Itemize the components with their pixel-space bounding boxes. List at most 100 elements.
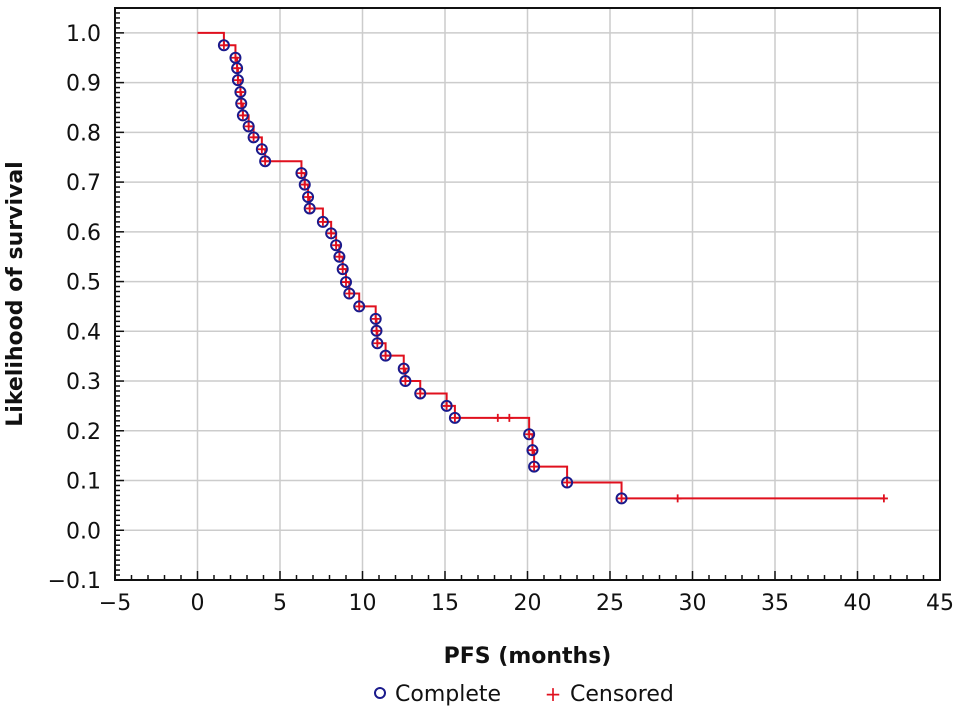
complete-point [234, 86, 247, 99]
complete-point [242, 120, 255, 133]
complete-point [371, 337, 384, 350]
complete-point [523, 428, 536, 441]
censored-point [528, 446, 537, 455]
y-tick-label: 1.0 [66, 22, 101, 47]
complete-point [295, 167, 308, 180]
y-tick-label: 0.7 [66, 171, 101, 196]
censored-point [332, 241, 341, 250]
complete-point [343, 287, 356, 300]
gridlines [115, 8, 940, 580]
censored-point [304, 193, 313, 202]
complete-point [330, 239, 343, 252]
y-tick-label: −0.1 [48, 569, 101, 594]
x-tick-label: 0 [191, 591, 205, 616]
censored-point [401, 377, 410, 386]
censored-markers [219, 41, 888, 503]
censored-point [530, 462, 539, 471]
censored-point [450, 413, 459, 422]
x-tick-label: 15 [431, 591, 459, 616]
complete-point [231, 74, 244, 87]
censored-point [231, 53, 240, 62]
y-tick-label: 0.6 [66, 221, 101, 246]
censored-point [249, 133, 258, 142]
complete-point [298, 178, 311, 191]
censored-point [244, 122, 253, 131]
censored-point [318, 217, 327, 226]
legend-censored-label: Censored [570, 682, 674, 707]
legend-censored-marker-icon: + [545, 682, 562, 706]
x-tick-label: 35 [761, 591, 789, 616]
x-tick-label: 25 [596, 591, 624, 616]
censored-point [342, 278, 350, 287]
x-tick-label: 20 [514, 591, 542, 616]
censored-point [219, 41, 228, 50]
x-tick-label: 40 [844, 591, 872, 616]
complete-point [528, 460, 541, 473]
km-step-line [197, 31, 884, 500]
complete-point [340, 276, 352, 289]
complete-point [333, 250, 346, 263]
complete-point [236, 109, 249, 122]
x-tick-labels: −5 0 5 10 15 20 25 30 35 40 45 [99, 591, 953, 616]
censored-point [237, 99, 246, 108]
complete-point [561, 476, 574, 489]
complete-point [255, 143, 268, 156]
axis-ticks [114, 7, 941, 581]
censored-point [300, 180, 309, 189]
complete-point [231, 62, 244, 75]
complete-point [379, 349, 392, 362]
censored-point [305, 204, 314, 213]
censored-point [442, 401, 451, 410]
complete-point [336, 263, 349, 276]
censored-point [345, 289, 354, 298]
x-tick-label: −5 [99, 591, 131, 616]
censored-point [233, 64, 242, 73]
complete-point [259, 155, 272, 168]
complete-point [316, 215, 329, 228]
complete-point [370, 324, 383, 337]
censored-point [563, 478, 572, 487]
complete-point [440, 399, 453, 412]
y-tick-label: 0.4 [66, 320, 101, 345]
censored-point [617, 494, 626, 503]
legend-complete-marker-icon [374, 687, 386, 699]
censored-point [355, 302, 364, 311]
legend-complete-label: Complete [395, 682, 501, 707]
y-axis-title: Likelihood of survival [3, 161, 28, 426]
censored-point [373, 339, 382, 348]
complete-point [353, 300, 366, 313]
complete-point [414, 387, 427, 400]
complete-point [302, 191, 315, 204]
x-tick-label: 30 [679, 591, 707, 616]
y-tick-label: 0.1 [66, 470, 101, 495]
censored-point [505, 413, 514, 422]
censored-point [238, 111, 247, 120]
censored-point [399, 364, 408, 373]
y-tick-label: 0.2 [66, 420, 101, 445]
y-tick-labels: −0.1 0.0 0.1 0.2 0.3 0.4 0.5 0.6 0.7 0.8 0.9 1.0 [48, 22, 101, 594]
complete-point [235, 97, 248, 110]
complete-point [325, 227, 338, 240]
y-tick-label: 0.8 [66, 121, 101, 146]
x-tick-label: 45 [926, 591, 953, 616]
x-tick-label: 10 [349, 591, 377, 616]
censored-point [673, 494, 682, 503]
complete-markers [217, 39, 628, 505]
complete-point [397, 362, 410, 375]
y-tick-label: 0.5 [66, 271, 101, 296]
complete-point [615, 492, 628, 505]
censored-point [297, 169, 306, 178]
censored-point [371, 314, 380, 323]
censored-point [327, 229, 336, 238]
x-tick-label: 5 [273, 591, 287, 616]
censored-point [236, 88, 245, 97]
censored-point [381, 351, 390, 360]
censored-point [335, 252, 344, 261]
y-tick-label: 0.9 [66, 72, 101, 97]
censored-point [257, 145, 266, 154]
censored-point [493, 413, 502, 422]
censored-point [233, 76, 242, 85]
censored-point [525, 430, 534, 439]
complete-point [399, 375, 412, 388]
